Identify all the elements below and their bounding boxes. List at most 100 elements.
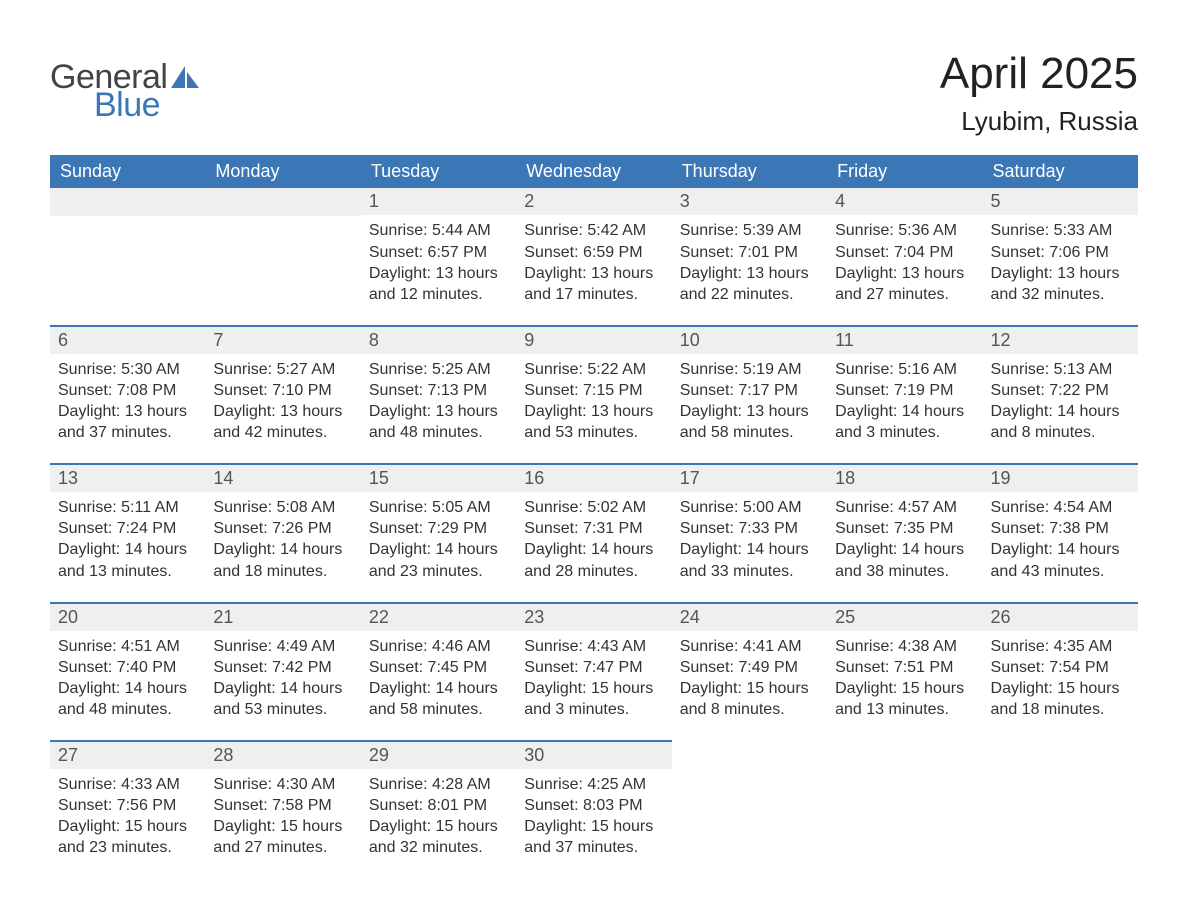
day-number: 4 bbox=[827, 188, 982, 215]
day-body: Sunrise: 4:25 AMSunset: 8:03 PMDaylight:… bbox=[516, 769, 671, 878]
sunset-text: Sunset: 8:01 PM bbox=[369, 795, 508, 816]
sunrise-text: Sunrise: 5:00 AM bbox=[680, 497, 819, 518]
day-cell: 30Sunrise: 4:25 AMSunset: 8:03 PMDayligh… bbox=[516, 740, 671, 878]
sunset-text: Sunset: 7:06 PM bbox=[991, 242, 1130, 263]
sunrise-text: Sunrise: 5:25 AM bbox=[369, 359, 508, 380]
day-body: Sunrise: 5:00 AMSunset: 7:33 PMDaylight:… bbox=[672, 492, 827, 601]
day-number: 2 bbox=[516, 188, 671, 215]
sunrise-text: Sunrise: 4:41 AM bbox=[680, 636, 819, 657]
daylight1-text: Daylight: 15 hours bbox=[991, 678, 1130, 699]
day-body: Sunrise: 5:27 AMSunset: 7:10 PMDaylight:… bbox=[205, 354, 360, 463]
day-body: Sunrise: 5:25 AMSunset: 7:13 PMDaylight:… bbox=[361, 354, 516, 463]
day-body: Sunrise: 4:49 AMSunset: 7:42 PMDaylight:… bbox=[205, 631, 360, 740]
day-body: Sunrise: 5:16 AMSunset: 7:19 PMDaylight:… bbox=[827, 354, 982, 463]
daylight2-text: and 53 minutes. bbox=[213, 699, 352, 720]
day-cell: 19Sunrise: 4:54 AMSunset: 7:38 PMDayligh… bbox=[983, 463, 1138, 601]
daylight1-text: Daylight: 15 hours bbox=[835, 678, 974, 699]
day-number: 28 bbox=[205, 742, 360, 769]
day-number: 10 bbox=[672, 327, 827, 354]
day-cell: 20Sunrise: 4:51 AMSunset: 7:40 PMDayligh… bbox=[50, 602, 205, 740]
daylight2-text: and 28 minutes. bbox=[524, 561, 663, 582]
day-number: 16 bbox=[516, 465, 671, 492]
empty-day-number bbox=[50, 188, 205, 216]
day-cell: 9Sunrise: 5:22 AMSunset: 7:15 PMDaylight… bbox=[516, 325, 671, 463]
sunset-text: Sunset: 7:54 PM bbox=[991, 657, 1130, 678]
day-cell: 28Sunrise: 4:30 AMSunset: 7:58 PMDayligh… bbox=[205, 740, 360, 878]
daylight2-text: and 27 minutes. bbox=[835, 284, 974, 305]
sunset-text: Sunset: 7:10 PM bbox=[213, 380, 352, 401]
day-number: 17 bbox=[672, 465, 827, 492]
day-cell: 2Sunrise: 5:42 AMSunset: 6:59 PMDaylight… bbox=[516, 188, 671, 324]
sunrise-text: Sunrise: 5:13 AM bbox=[991, 359, 1130, 380]
day-number: 30 bbox=[516, 742, 671, 769]
daylight1-text: Daylight: 15 hours bbox=[369, 816, 508, 837]
week-row: 20Sunrise: 4:51 AMSunset: 7:40 PMDayligh… bbox=[50, 602, 1138, 740]
day-number: 20 bbox=[50, 604, 205, 631]
day-header: Wednesday bbox=[516, 155, 671, 188]
day-body: Sunrise: 5:08 AMSunset: 7:26 PMDaylight:… bbox=[205, 492, 360, 601]
daylight1-text: Daylight: 14 hours bbox=[991, 401, 1130, 422]
day-cell: 7Sunrise: 5:27 AMSunset: 7:10 PMDaylight… bbox=[205, 325, 360, 463]
sunrise-text: Sunrise: 4:35 AM bbox=[991, 636, 1130, 657]
day-body: Sunrise: 5:33 AMSunset: 7:06 PMDaylight:… bbox=[983, 215, 1138, 324]
day-number: 7 bbox=[205, 327, 360, 354]
day-body: Sunrise: 4:43 AMSunset: 7:47 PMDaylight:… bbox=[516, 631, 671, 740]
sunrise-text: Sunrise: 5:05 AM bbox=[369, 497, 508, 518]
day-cell: 4Sunrise: 5:36 AMSunset: 7:04 PMDaylight… bbox=[827, 188, 982, 324]
day-number: 18 bbox=[827, 465, 982, 492]
day-number: 22 bbox=[361, 604, 516, 631]
sunset-text: Sunset: 7:08 PM bbox=[58, 380, 197, 401]
sunrise-text: Sunrise: 4:43 AM bbox=[524, 636, 663, 657]
daylight2-text: and 23 minutes. bbox=[369, 561, 508, 582]
daylight2-text: and 37 minutes. bbox=[524, 837, 663, 858]
sunset-text: Sunset: 7:15 PM bbox=[524, 380, 663, 401]
daylight2-text: and 3 minutes. bbox=[835, 422, 974, 443]
day-body: Sunrise: 5:22 AMSunset: 7:15 PMDaylight:… bbox=[516, 354, 671, 463]
daylight2-text: and 8 minutes. bbox=[991, 422, 1130, 443]
week-row: 6Sunrise: 5:30 AMSunset: 7:08 PMDaylight… bbox=[50, 325, 1138, 463]
daylight1-text: Daylight: 13 hours bbox=[524, 401, 663, 422]
day-body: Sunrise: 5:13 AMSunset: 7:22 PMDaylight:… bbox=[983, 354, 1138, 463]
day-cell: 22Sunrise: 4:46 AMSunset: 7:45 PMDayligh… bbox=[361, 602, 516, 740]
daylight2-text: and 53 minutes. bbox=[524, 422, 663, 443]
sunrise-text: Sunrise: 4:33 AM bbox=[58, 774, 197, 795]
sunrise-text: Sunrise: 5:44 AM bbox=[369, 220, 508, 241]
daylight2-text: and 43 minutes. bbox=[991, 561, 1130, 582]
day-cell: 27Sunrise: 4:33 AMSunset: 7:56 PMDayligh… bbox=[50, 740, 205, 878]
day-number: 5 bbox=[983, 188, 1138, 215]
day-cell: 23Sunrise: 4:43 AMSunset: 7:47 PMDayligh… bbox=[516, 602, 671, 740]
day-cell: 5Sunrise: 5:33 AMSunset: 7:06 PMDaylight… bbox=[983, 188, 1138, 324]
logo-text-bottom: Blue bbox=[94, 88, 199, 122]
calendar-page: General Blue April 2025 Lyubim, Russia S… bbox=[0, 0, 1188, 879]
daylight2-text: and 18 minutes. bbox=[991, 699, 1130, 720]
day-number: 21 bbox=[205, 604, 360, 631]
sunset-text: Sunset: 7:19 PM bbox=[835, 380, 974, 401]
daylight1-text: Daylight: 13 hours bbox=[680, 263, 819, 284]
day-number: 9 bbox=[516, 327, 671, 354]
sunset-text: Sunset: 7:13 PM bbox=[369, 380, 508, 401]
daylight1-text: Daylight: 13 hours bbox=[991, 263, 1130, 284]
day-body: Sunrise: 5:19 AMSunset: 7:17 PMDaylight:… bbox=[672, 354, 827, 463]
sunset-text: Sunset: 7:58 PM bbox=[213, 795, 352, 816]
location-label: Lyubim, Russia bbox=[940, 106, 1138, 137]
sunset-text: Sunset: 7:49 PM bbox=[680, 657, 819, 678]
sunrise-text: Sunrise: 5:11 AM bbox=[58, 497, 197, 518]
sunset-text: Sunset: 7:47 PM bbox=[524, 657, 663, 678]
daylight2-text: and 48 minutes. bbox=[369, 422, 508, 443]
daylight2-text: and 13 minutes. bbox=[835, 699, 974, 720]
month-title: April 2025 bbox=[940, 50, 1138, 98]
day-body: Sunrise: 4:28 AMSunset: 8:01 PMDaylight:… bbox=[361, 769, 516, 878]
daylight2-text: and 18 minutes. bbox=[213, 561, 352, 582]
sunrise-text: Sunrise: 5:16 AM bbox=[835, 359, 974, 380]
day-cell: 15Sunrise: 5:05 AMSunset: 7:29 PMDayligh… bbox=[361, 463, 516, 601]
daylight1-text: Daylight: 13 hours bbox=[369, 263, 508, 284]
sunset-text: Sunset: 6:57 PM bbox=[369, 242, 508, 263]
sunrise-text: Sunrise: 5:33 AM bbox=[991, 220, 1130, 241]
sunrise-text: Sunrise: 4:54 AM bbox=[991, 497, 1130, 518]
day-header-row: Sunday Monday Tuesday Wednesday Thursday… bbox=[50, 155, 1138, 188]
day-number: 15 bbox=[361, 465, 516, 492]
sunrise-text: Sunrise: 5:36 AM bbox=[835, 220, 974, 241]
day-cell: 8Sunrise: 5:25 AMSunset: 7:13 PMDaylight… bbox=[361, 325, 516, 463]
week-row: 27Sunrise: 4:33 AMSunset: 7:56 PMDayligh… bbox=[50, 740, 1138, 878]
day-number: 8 bbox=[361, 327, 516, 354]
